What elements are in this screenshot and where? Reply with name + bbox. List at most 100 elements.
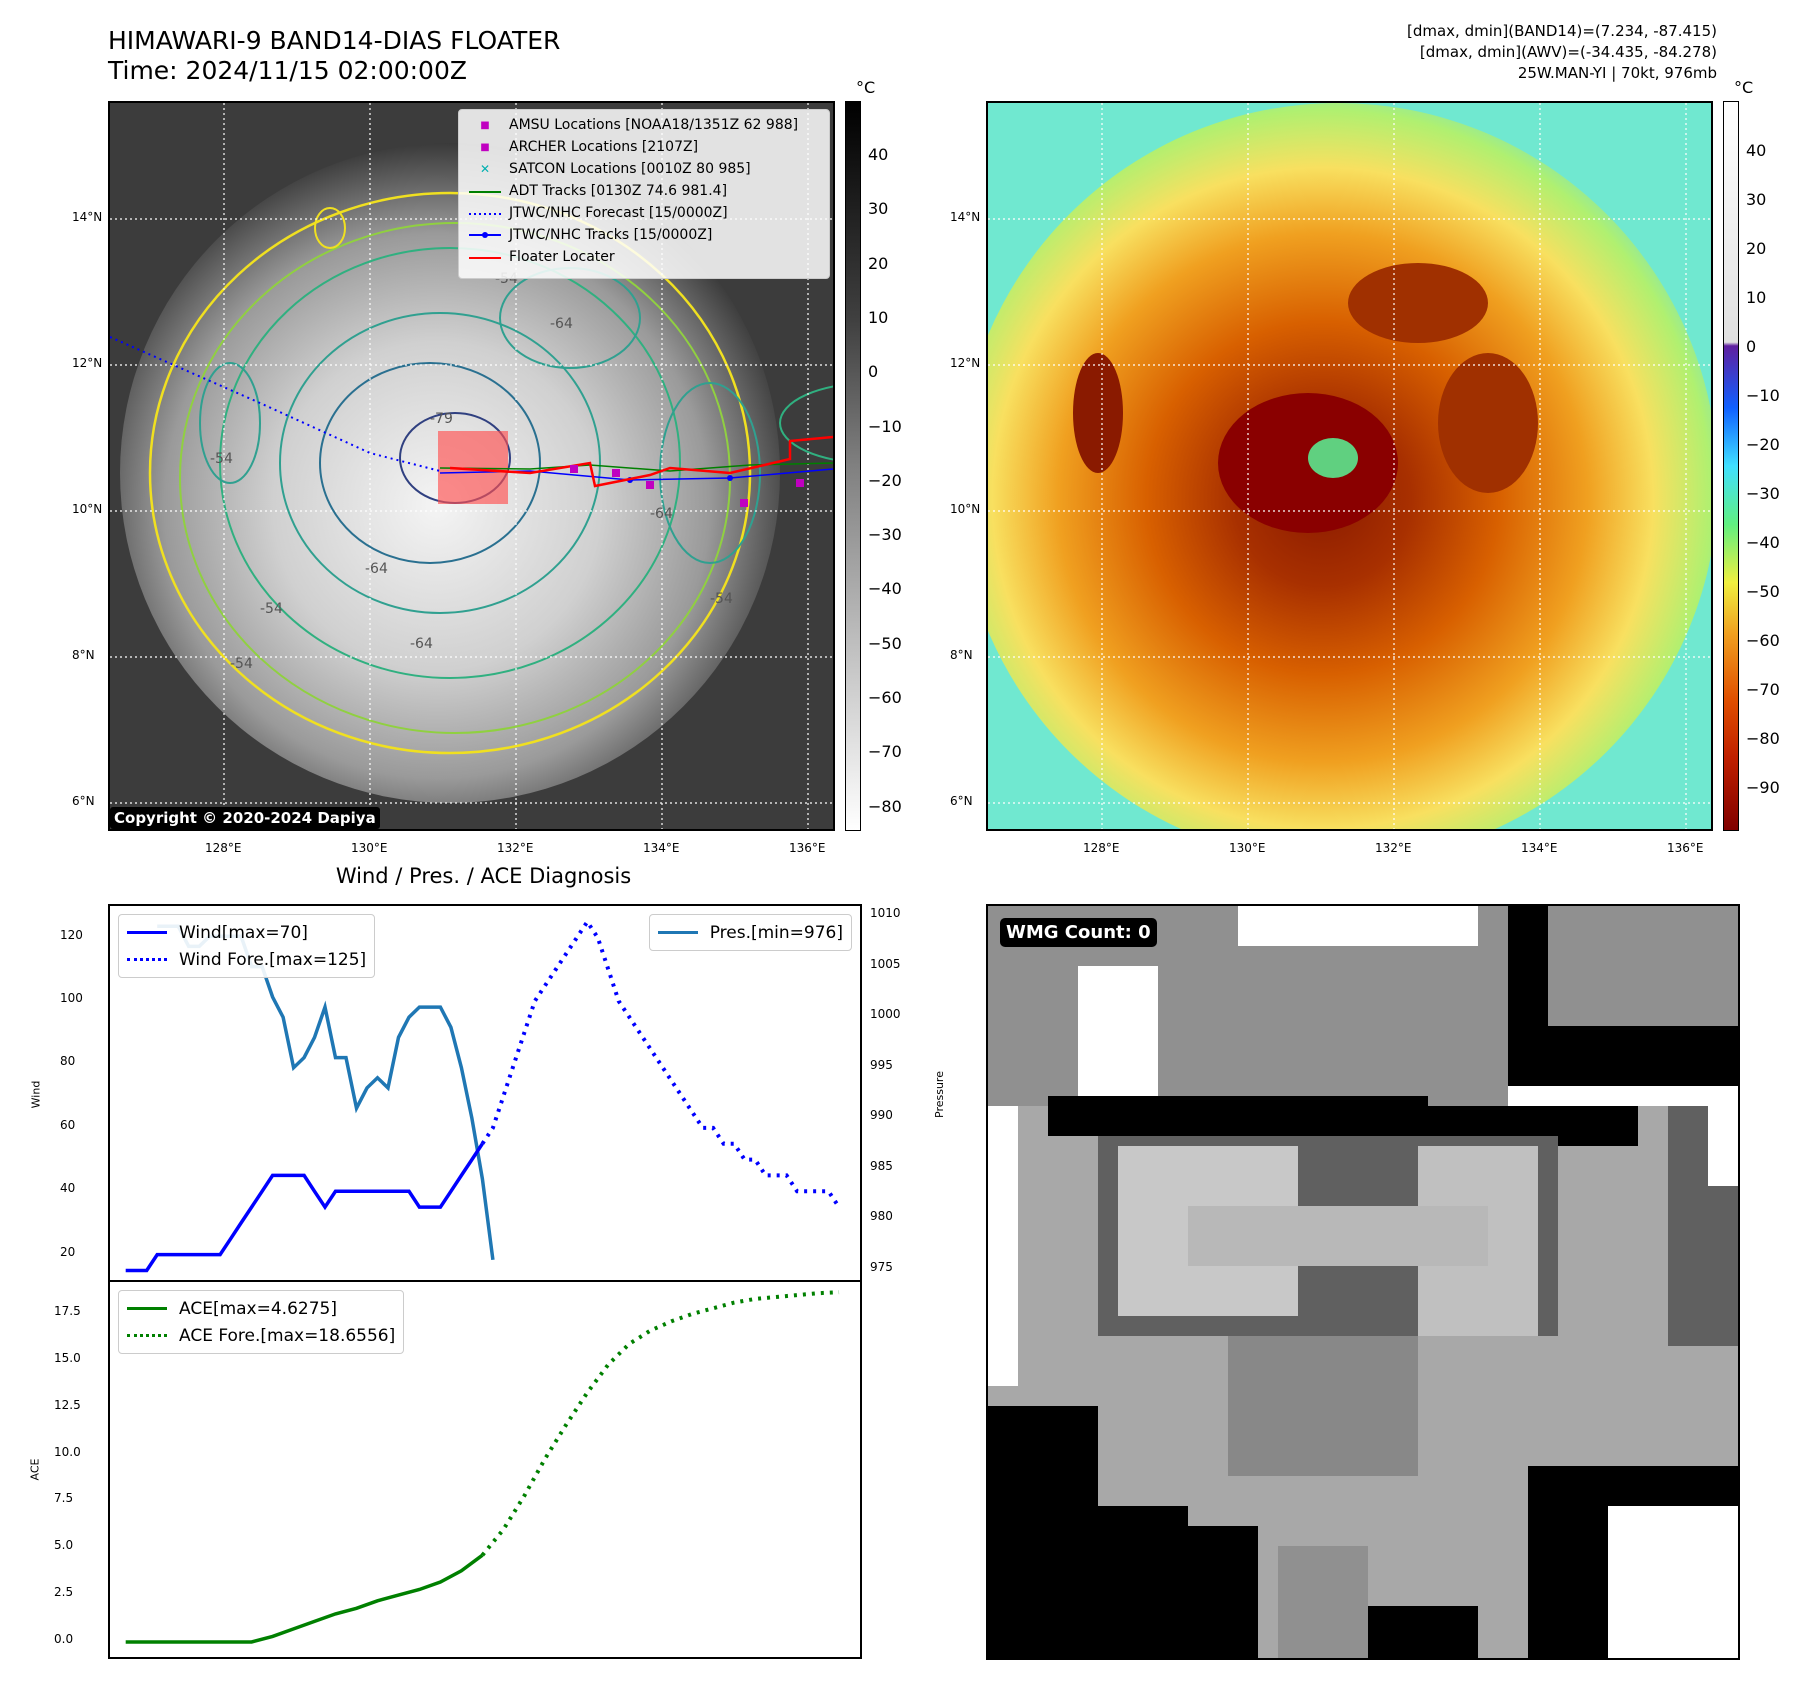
lon-label: 130°E — [351, 841, 388, 855]
ace-line — [125, 1553, 484, 1644]
dotted-line-icon — [127, 1334, 167, 1337]
ace-legend: ACE[max=4.6275] ACE Fore.[max=18.6556] — [118, 1290, 405, 1354]
ace-tick: 12.5 — [54, 1397, 81, 1412]
pres-legend: Pres.[min=976] — [648, 914, 852, 951]
lon-label: 132°E — [497, 841, 534, 855]
contour-label: -64 — [550, 316, 573, 332]
legend-item-jtwc-tracks: JTWC/NHC Tracks [15/0000Z] — [467, 224, 821, 246]
lat-label: 14°N — [72, 210, 103, 224]
chart-title-line2: Time: 2024/11/15 02:00:00Z — [108, 56, 467, 85]
pressure-tick: 1005 — [870, 956, 901, 971]
wind-pressure-panel: Wind[max=70] Wind Fore.[max=125] Pres.[m… — [108, 904, 862, 1282]
wind-tick: 120 — [60, 927, 83, 942]
colorbar-tick: −20 — [1746, 435, 1780, 454]
colorbar-tick: −60 — [1746, 631, 1780, 650]
contour-label: -54 — [210, 451, 233, 467]
pressure-tick: 980 — [870, 1209, 893, 1224]
colorbar-tick: 0 — [1746, 337, 1757, 356]
ace-panel: ACE[max=4.6275] ACE Fore.[max=18.6556] — [108, 1280, 862, 1659]
wind-line — [125, 1142, 484, 1273]
colorbar-tick: −50 — [868, 633, 902, 653]
square-marker-icon: ■ — [480, 141, 490, 153]
lon-label: 136°E — [789, 841, 826, 855]
wind-tick: 100 — [60, 991, 83, 1006]
ace-tick: 0.0 — [54, 1632, 74, 1646]
floater-locater-track — [449, 435, 833, 488]
legend-pres: Pres.[min=976] — [657, 919, 843, 946]
contour-label: -54 — [710, 591, 733, 607]
colorbar-left — [845, 101, 861, 831]
colorbar-tick: 20 — [868, 253, 889, 273]
colorbar-tick: 20 — [1746, 239, 1767, 258]
legend-item-archer: ■ ARCHER Locations [2107Z] — [467, 136, 821, 158]
info-awv-range: [dmax, dmin](AWV)=(-34.435, -84.278) — [1419, 43, 1717, 61]
contour-label: -64 — [650, 506, 673, 522]
colorbar-unit: °C — [856, 78, 876, 97]
info-band14-range: [dmax, dmin](BAND14)=(7.234, -87.415) — [1406, 22, 1717, 40]
lat-label: 6°N — [950, 794, 973, 808]
ace-tick: 2.5 — [54, 1585, 74, 1600]
colorbar-tick: −50 — [1746, 582, 1780, 601]
pressure-tick: 995 — [870, 1057, 893, 1072]
ir-map-panel: -54 -64 -54 -64 -54 -64 -79 -64 -54 -54 … — [108, 101, 835, 831]
lon-label: 136°E — [1667, 841, 1704, 855]
legend-ace: ACE[max=4.6275] — [127, 1295, 395, 1322]
lat-label: 8°N — [950, 648, 973, 662]
legend-item-forecast: JTWC/NHC Forecast [15/0000Z] — [467, 202, 821, 224]
contour-label: -64 — [365, 561, 388, 577]
wind-tick: 80 — [60, 1054, 76, 1069]
lat-label: 8°N — [72, 648, 95, 662]
wind-axis-label: Wind — [29, 1080, 43, 1109]
pressure-tick: 975 — [870, 1259, 893, 1274]
wind-tick: 40 — [60, 1181, 76, 1196]
contour-label: -79 — [430, 411, 453, 427]
colorbar-unit: °C — [1734, 78, 1754, 97]
ace-tick: 5.0 — [54, 1538, 74, 1553]
lon-label: 128°E — [1083, 841, 1120, 855]
pressure-tick: 1000 — [870, 1007, 901, 1022]
solid-line-icon — [127, 1307, 167, 1310]
cross-marker-icon: ✕ — [479, 162, 491, 176]
solid-line-icon — [657, 931, 698, 934]
ace-plot — [125, 1290, 840, 1644]
legend-item-amsu: ■ AMSU Locations [NOAA18/1351Z 62 988] — [467, 114, 821, 136]
diagnosis-title: Wind / Pres. / ACE Diagnosis — [335, 864, 632, 888]
legend-item-adt: ADT Tracks [0130Z 74.6 981.4] — [467, 180, 821, 202]
colorbar-tick: −10 — [868, 416, 902, 436]
colorbar-tick: 0 — [868, 362, 879, 382]
ace-tick: 17.5 — [54, 1303, 81, 1318]
lon-label: 130°E — [1229, 841, 1266, 855]
lat-label: 12°N — [72, 356, 103, 370]
line-marker-icon — [467, 183, 503, 199]
wind-tick: 20 — [60, 1244, 76, 1259]
pressure-tick: 985 — [870, 1158, 893, 1173]
lat-label: 10°N — [72, 502, 103, 516]
ace-axis-label: ACE — [28, 1458, 42, 1481]
dotted-line-icon — [127, 958, 167, 961]
lat-label: 12°N — [950, 356, 981, 370]
ace-forecast-line — [480, 1290, 840, 1557]
wmg-count-badge: WMG Count: 0 — [1000, 918, 1157, 947]
colorbar-tick: 40 — [868, 145, 889, 164]
line-marker-icon — [467, 249, 503, 265]
wind-legend: Wind[max=70] Wind Fore.[max=125] — [118, 914, 376, 978]
pressure-tick: 990 — [870, 1108, 893, 1123]
amsu-archer-markers — [570, 465, 804, 507]
colorbar-tick: 30 — [1746, 190, 1767, 209]
awv-map-image — [988, 103, 1711, 829]
square-marker-icon: ■ — [480, 119, 490, 131]
lon-label: 132°E — [1375, 841, 1412, 855]
wind-tick: 60 — [60, 1117, 76, 1132]
contour-label: -54 — [260, 601, 283, 617]
colorbar-tick: 10 — [1746, 288, 1767, 307]
wmg-image — [988, 906, 1738, 1658]
pressure-tick: 1010 — [870, 906, 901, 921]
solid-line-icon — [127, 931, 167, 934]
ace-tick: 10.0 — [54, 1444, 81, 1459]
lat-label: 10°N — [950, 502, 981, 516]
chart-title-line1: HIMAWARI-9 BAND14-DIAS FLOATER — [108, 26, 561, 55]
colorbar-tick: −90 — [1746, 778, 1780, 797]
colorbar-tick: −40 — [1746, 533, 1780, 552]
colorbar-tick: 30 — [868, 199, 889, 219]
lon-label: 128°E — [205, 841, 242, 855]
